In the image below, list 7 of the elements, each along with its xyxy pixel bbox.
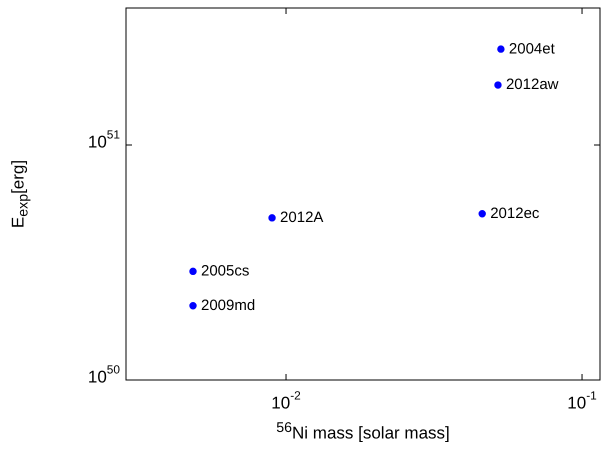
x-axis-title: $^{56}$Ni mass [solar mass] — [275, 420, 451, 444]
annotation: 2009md — [201, 296, 256, 314]
annotation: 2004et — [508, 40, 556, 58]
annotation: 2012A — [280, 208, 324, 226]
annotation: 2012aw — [506, 76, 559, 94]
annotation: 2005cs — [201, 262, 250, 280]
annotation: 2012ec — [490, 204, 540, 222]
